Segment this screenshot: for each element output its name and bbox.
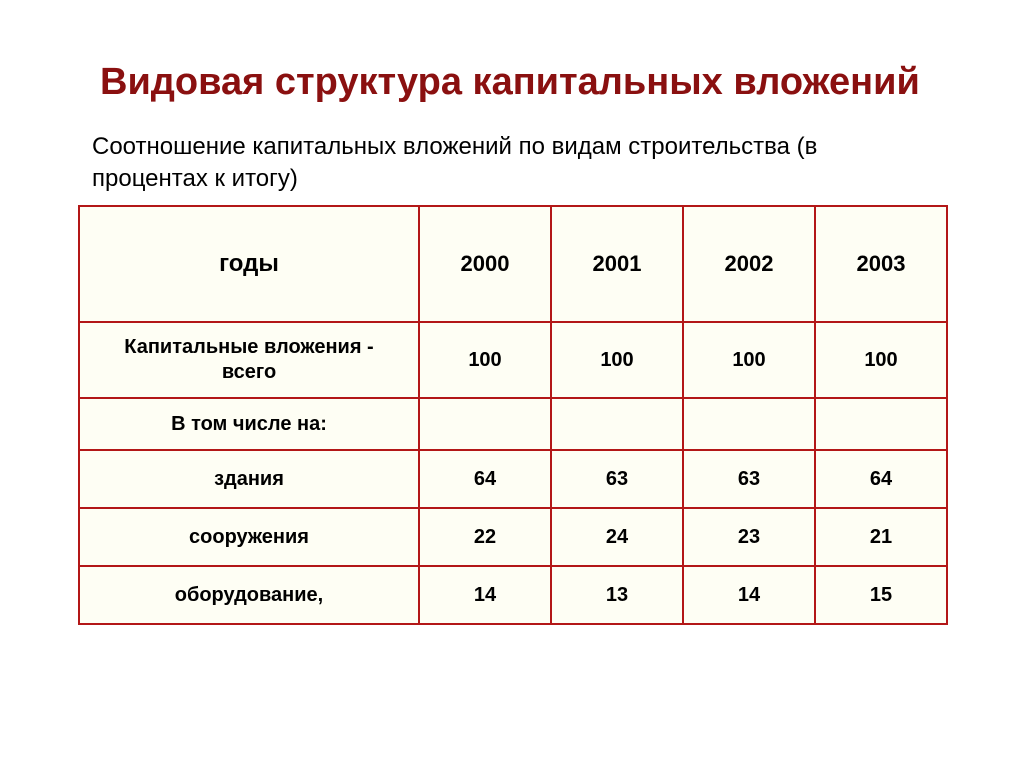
empty-cell bbox=[419, 398, 551, 450]
row-value: 14 bbox=[683, 566, 815, 624]
empty-cell bbox=[815, 398, 947, 450]
table-subheader-row: В том числе на: bbox=[79, 398, 947, 450]
row-value: 14 bbox=[419, 566, 551, 624]
slide: Видовая структура капитальных вложений С… bbox=[0, 0, 1024, 768]
row-value: 22 bbox=[419, 508, 551, 566]
capital-investment-table: годы 2000 2001 2002 2003 Капитальные вло… bbox=[78, 205, 948, 625]
table-header-row: годы 2000 2001 2002 2003 bbox=[79, 206, 947, 322]
total-value: 100 bbox=[551, 322, 683, 398]
table-total-row: Капитальные вложения - всего 100 100 100… bbox=[79, 322, 947, 398]
total-value: 100 bbox=[815, 322, 947, 398]
slide-subtitle: Соотношение капитальных вложений по вида… bbox=[92, 131, 852, 196]
table-row: здания 64 63 63 64 bbox=[79, 450, 947, 508]
row-value: 13 bbox=[551, 566, 683, 624]
total-label: Капитальные вложения - всего bbox=[79, 322, 419, 398]
table-row: сооружения 22 24 23 21 bbox=[79, 508, 947, 566]
row-value: 63 bbox=[551, 450, 683, 508]
row-value: 21 bbox=[815, 508, 947, 566]
year-cell: 2001 bbox=[551, 206, 683, 322]
year-cell: 2000 bbox=[419, 206, 551, 322]
row-value: 63 bbox=[683, 450, 815, 508]
header-label: годы bbox=[79, 206, 419, 322]
year-cell: 2003 bbox=[815, 206, 947, 322]
empty-cell bbox=[551, 398, 683, 450]
row-value: 24 bbox=[551, 508, 683, 566]
row-label: оборудование, bbox=[79, 566, 419, 624]
row-value: 23 bbox=[683, 508, 815, 566]
row-value: 64 bbox=[815, 450, 947, 508]
row-value: 15 bbox=[815, 566, 947, 624]
total-value: 100 bbox=[683, 322, 815, 398]
row-label: здания bbox=[79, 450, 419, 508]
empty-cell bbox=[683, 398, 815, 450]
slide-title: Видовая структура капитальных вложений bbox=[100, 58, 946, 107]
year-cell: 2002 bbox=[683, 206, 815, 322]
table-row: оборудование, 14 13 14 15 bbox=[79, 566, 947, 624]
row-label: сооружения bbox=[79, 508, 419, 566]
total-value: 100 bbox=[419, 322, 551, 398]
subheader-label: В том числе на: bbox=[79, 398, 419, 450]
row-value: 64 bbox=[419, 450, 551, 508]
